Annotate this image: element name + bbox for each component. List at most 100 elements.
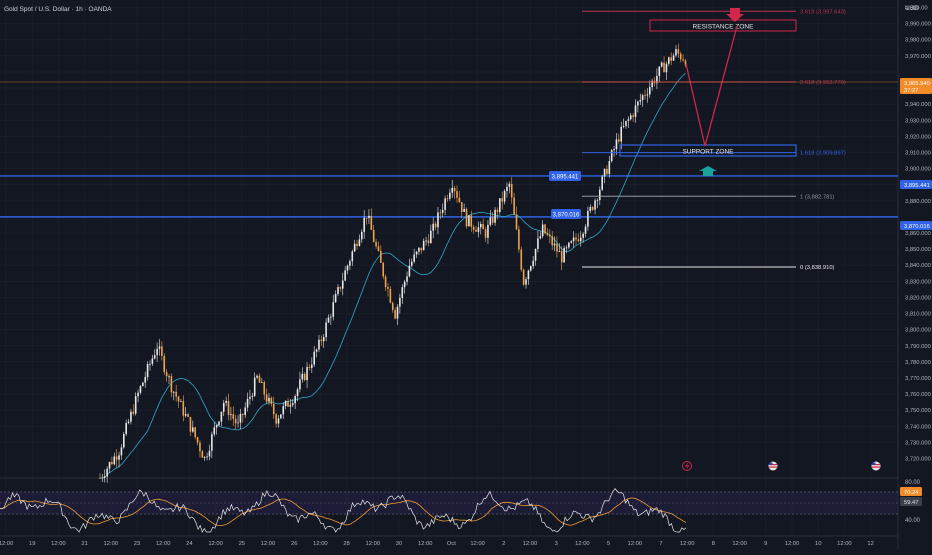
candle-body — [356, 243, 358, 246]
time-tick-label: 12:00 — [51, 541, 66, 547]
candle-body — [363, 217, 365, 232]
candle-body — [501, 198, 504, 202]
lightning-icon[interactable] — [682, 461, 692, 471]
time-axis[interactable]: 12:00 19 12:00 21 12:00 23 12:00 24 12:00 25 12:00… — [0, 541, 874, 547]
candle-body — [670, 57, 672, 61]
candle-body — [365, 217, 368, 219]
time-tick-label: 12:00 — [470, 541, 485, 547]
price-tick-label: 3,940.000 — [905, 102, 931, 108]
rsi-ma-label: 59.47 — [904, 500, 919, 506]
candle-body — [518, 229, 520, 250]
time-tick-label: 19 — [29, 541, 35, 547]
candle-body — [111, 462, 113, 465]
candle-body — [539, 236, 542, 239]
candle-body — [549, 234, 551, 237]
arrow-down-icon — [726, 8, 744, 22]
price-axis[interactable]: 4,000.003,990.0003,980.0003,970.0003,950… — [905, 6, 931, 463]
candle-body — [175, 391, 177, 397]
candle-body — [529, 266, 532, 271]
candle-body — [422, 241, 425, 251]
time-tick-label: 12 — [867, 541, 873, 547]
candle-body — [565, 247, 568, 249]
fib-label: 2.618 (3,953.770) — [800, 80, 846, 86]
candle-body — [615, 139, 618, 150]
candle-body — [401, 287, 404, 298]
candle-body — [230, 414, 232, 416]
rsi-tick-80: 80.00 — [905, 480, 921, 486]
candle-body — [322, 337, 325, 342]
candle-body — [579, 237, 582, 242]
candle-body — [339, 287, 342, 289]
candle-body — [306, 367, 308, 381]
time-tick-label: 12:00 — [680, 541, 695, 547]
candle-body — [106, 468, 108, 477]
candle-body — [299, 379, 301, 390]
candle-body — [591, 207, 594, 210]
candle-body — [506, 186, 508, 191]
time-tick-label: 23 — [134, 541, 140, 547]
candle-body — [101, 477, 104, 479]
candle-body — [139, 386, 142, 393]
candle-body — [244, 407, 246, 415]
candle-body — [180, 401, 182, 402]
currency-label[interactable]: USD — [905, 5, 919, 12]
candle-body — [451, 187, 454, 193]
time-tick-label: 12:00 — [104, 541, 119, 547]
price-tag-low — [900, 221, 932, 230]
candle-body — [494, 209, 496, 223]
candle-body — [430, 230, 432, 244]
candle-body — [172, 391, 175, 393]
candle-body — [603, 168, 606, 177]
candle-body — [253, 377, 256, 396]
candle-body — [534, 248, 537, 261]
candle-body — [239, 413, 242, 423]
candle-body — [118, 455, 120, 460]
rsi-ma-line — [0, 497, 687, 527]
candle-body — [337, 287, 339, 295]
candle-body — [194, 427, 196, 438]
us-flag-event-icon[interactable] — [768, 461, 778, 471]
candle-body — [144, 377, 147, 383]
candle-body — [525, 279, 527, 285]
support-zone-label: SUPPORT ZONE — [682, 149, 734, 156]
fib-label: 1.618 (3,909.897) — [800, 151, 846, 157]
candle-body — [168, 376, 170, 378]
candle-body — [187, 414, 189, 417]
candle-body — [568, 242, 570, 248]
time-tick-label: 12:00 — [523, 541, 538, 547]
candle-body — [629, 115, 632, 120]
candle-body — [156, 348, 158, 356]
candle-body — [656, 75, 658, 84]
candle-body — [551, 236, 553, 246]
candle-body — [149, 363, 151, 365]
annotation-high-label: 3,895.441 — [552, 175, 579, 181]
us-flag-event-icon-2[interactable] — [871, 461, 881, 471]
candle-body — [375, 241, 377, 247]
candle-body — [170, 376, 173, 393]
fib-label: 0 (3,838.910) — [800, 265, 835, 271]
candle-body — [332, 302, 335, 317]
candle-body — [677, 49, 680, 54]
candle-body — [232, 414, 235, 419]
candle-body — [311, 364, 313, 368]
candle-body — [289, 404, 292, 407]
candle-body — [510, 183, 513, 198]
candle-body — [351, 251, 354, 262]
candle-body — [137, 392, 139, 397]
candle-body — [522, 269, 525, 285]
candle-body — [277, 418, 280, 424]
candle-body — [541, 224, 544, 237]
current-price-countdown: 37:27 — [904, 88, 919, 94]
resistance-zone[interactable] — [649, 19, 797, 32]
candle-body — [453, 187, 456, 192]
candle-body — [384, 276, 387, 288]
candle-body — [163, 355, 166, 373]
candle-body — [601, 176, 603, 190]
time-tick-label: 21 — [81, 541, 87, 547]
time-tick-label: Oct — [447, 541, 456, 547]
candle-body — [499, 198, 501, 213]
candle-body — [594, 200, 596, 210]
support-zone[interactable] — [619, 144, 797, 157]
candle-body — [503, 190, 506, 202]
